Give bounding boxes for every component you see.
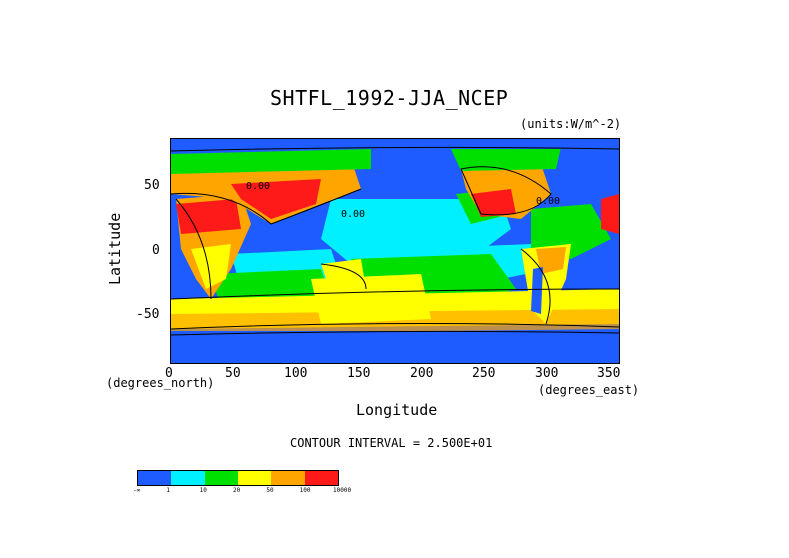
y-tick-minus50: -50	[136, 307, 160, 322]
y-tick-0: 0	[152, 243, 160, 258]
x-tick-200: 200	[410, 366, 434, 381]
x-axis-label: Longitude	[356, 401, 438, 419]
x-tick-0: 0	[165, 366, 173, 381]
legend-swatch-4	[271, 471, 305, 485]
color-legend	[137, 470, 339, 486]
units-label: (units:W/m^-2)	[520, 117, 622, 131]
map-label-2: 0.00	[536, 196, 560, 207]
map-label-3: 0.00	[246, 181, 270, 192]
x-tick-150: 150	[347, 366, 371, 381]
legend-label-3: 20	[233, 487, 241, 494]
x-tick-300: 300	[535, 366, 559, 381]
y-axis-unit: (degrees_north)	[106, 376, 215, 390]
legend-label-4: 50	[266, 487, 274, 494]
legend-label-6: 10000	[333, 487, 352, 494]
y-axis-label: Latitude	[106, 212, 124, 285]
legend-swatch-1	[171, 471, 205, 485]
legend-swatch-3	[237, 471, 272, 485]
x-tick-350: 350	[597, 366, 621, 381]
map-label-1: 0.00	[341, 209, 365, 220]
chart-title: SHTFL_1992-JJA_NCEP	[270, 86, 509, 110]
x-tick-50: 50	[225, 366, 241, 381]
contour-interval-note: CONTOUR INTERVAL = 2.500E+01	[290, 436, 493, 450]
legend-label-0: -∞	[133, 487, 141, 494]
x-tick-100: 100	[284, 366, 308, 381]
sensible-heat-flux-map: 0.00 0.00 0.00	[170, 138, 620, 364]
legend-swatch-2	[204, 471, 238, 485]
legend-swatch-5	[304, 471, 338, 485]
legend-label-5: 100	[299, 487, 311, 494]
x-axis-unit: (degrees_east)	[538, 383, 640, 397]
y-tick-50: 50	[144, 178, 160, 193]
x-tick-250: 250	[472, 366, 496, 381]
legend-swatch-0	[138, 471, 172, 485]
legend-label-1: 1	[166, 487, 170, 494]
legend-label-2: 10	[199, 487, 207, 494]
